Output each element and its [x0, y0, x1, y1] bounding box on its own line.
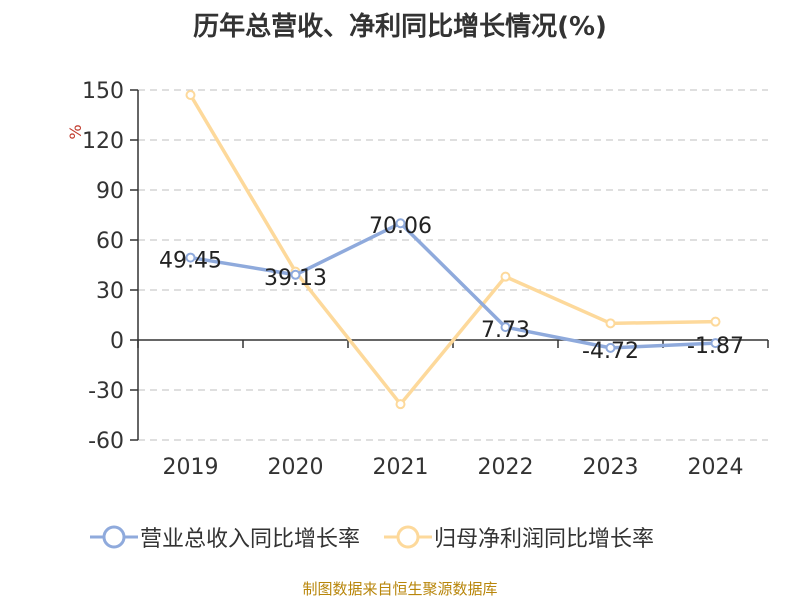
data-label: -1.87 [687, 334, 744, 359]
x-tick-label: 2022 [478, 455, 534, 480]
data-point [500, 322, 511, 333]
legend-item-revenue-growth[interactable]: 营业总收入同比增长率 [88, 521, 360, 553]
y-tick-label: -60 [88, 429, 124, 454]
chart-title: 历年总营收、净利同比增长情况(%) [193, 12, 607, 42]
y-tick-label: 90 [96, 179, 124, 204]
y-tick-label: 150 [82, 79, 124, 104]
y-tick-label: 120 [82, 129, 124, 154]
data-label: 39.13 [264, 266, 327, 291]
legend: 营业总收入同比增长率 归母净利润同比增长率 [88, 522, 676, 552]
x-tick-label: 2021 [373, 455, 429, 480]
y-tick-label: 0 [110, 329, 124, 354]
series-layer [185, 90, 721, 410]
data-point [185, 90, 196, 100]
x-tick-label: 2019 [163, 455, 219, 480]
data-point [605, 318, 616, 329]
legend-line-marker-icon [90, 525, 138, 549]
data-label: 49.45 [159, 249, 222, 274]
data-point [185, 252, 196, 263]
data-point [395, 218, 406, 229]
y-tick-label: -30 [88, 379, 124, 404]
y-tick-label: 30 [96, 279, 124, 304]
legend-line-marker-icon [384, 525, 433, 549]
y-axis-label: % [66, 124, 85, 139]
legend-label: 归母净利润同比增长率 [434, 527, 655, 552]
legend-item-net-profit-growth[interactable]: 归母净利润同比增长率 [382, 521, 654, 553]
data-label: -4.72 [582, 339, 639, 364]
data-point [290, 269, 301, 280]
data-point [395, 399, 406, 410]
data-label: 7.73 [481, 318, 530, 343]
data-label-layer: 49.45 39.13 70.06 7.73 -4.72 -1.87 [159, 214, 744, 364]
data-point [710, 338, 721, 349]
x-tick-label: 2024 [688, 455, 744, 480]
data-label: 70.06 [369, 214, 432, 239]
data-point [500, 271, 511, 282]
series-line [190, 221, 716, 350]
grid-layer [138, 89, 768, 441]
y-tick-label: 60 [96, 229, 124, 254]
x-tick-label: 2023 [583, 455, 639, 480]
source-note: 制图数据来自恒生聚源数据库 [302, 580, 498, 598]
legend-label: 营业总收入同比增长率 [140, 527, 361, 552]
data-point [710, 316, 721, 327]
axis-layer: 150 120 90 60 30 0 -30 -60 2019 2020 2021 2022 2023 2… [66, 79, 769, 480]
series-line [188, 94, 716, 406]
x-tick-label: 2020 [268, 455, 324, 480]
data-point [605, 342, 616, 353]
